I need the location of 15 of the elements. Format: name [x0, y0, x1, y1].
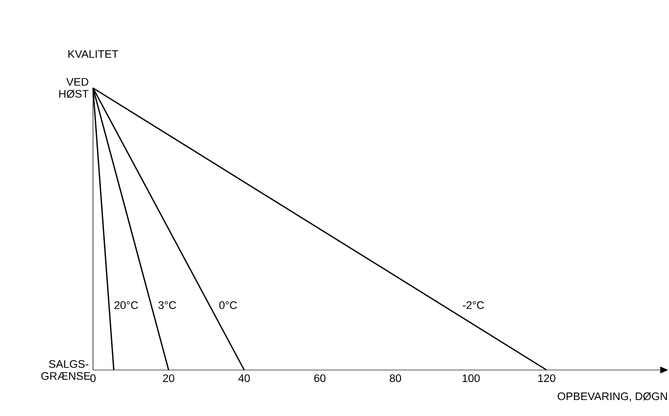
x-tick-label: 40: [238, 374, 250, 382]
x-tick-label: 80: [390, 374, 402, 382]
x-axis-title: OPBEVARING, DØGN: [558, 392, 667, 402]
x-tick-label: 60: [314, 374, 326, 382]
series-label: 20°C: [114, 301, 138, 310]
text: SALGS-GRÆNSE: [41, 360, 90, 380]
series-label: -2°C: [462, 301, 484, 310]
x-tick-label: 120: [538, 374, 556, 382]
series-label: 0°C: [219, 301, 237, 310]
series-label: 3°C: [158, 301, 176, 310]
x-tick-label: 100: [462, 374, 480, 382]
x-tick-label: 20: [163, 374, 174, 382]
x-tick-label: 0: [90, 374, 96, 382]
text: VED HØST: [59, 78, 89, 98]
y-axis-title: KVALITET: [68, 50, 118, 58]
